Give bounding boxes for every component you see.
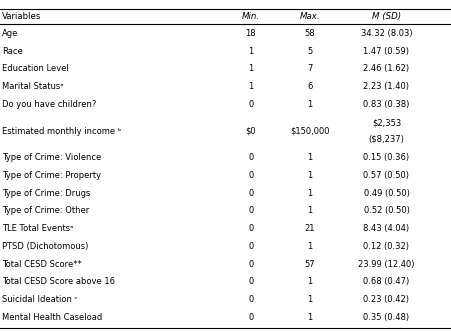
Text: 0: 0 [248, 207, 253, 215]
Text: 8.43 (4.04): 8.43 (4.04) [363, 224, 409, 233]
Text: 0: 0 [248, 313, 253, 322]
Text: 0: 0 [248, 100, 253, 109]
Text: 1: 1 [248, 82, 253, 91]
Text: 21: 21 [304, 224, 314, 233]
Text: Min.: Min. [241, 12, 259, 21]
Text: 34.32 (8.03): 34.32 (8.03) [360, 29, 411, 38]
Text: 2.23 (1.40): 2.23 (1.40) [363, 82, 409, 91]
Text: 0.68 (0.47): 0.68 (0.47) [363, 278, 409, 287]
Text: 0.12 (0.32): 0.12 (0.32) [363, 242, 409, 251]
Text: Total CESD Score above 16: Total CESD Score above 16 [2, 278, 115, 287]
Text: 0: 0 [248, 260, 253, 269]
Text: 0: 0 [248, 171, 253, 180]
Text: TLE Total Eventsᵃ: TLE Total Eventsᵃ [2, 224, 74, 233]
Text: $0: $0 [245, 126, 256, 135]
Text: 0: 0 [248, 153, 253, 162]
Text: 5: 5 [306, 47, 312, 56]
Text: ($8,237): ($8,237) [368, 134, 404, 143]
Text: Education Level: Education Level [2, 64, 69, 73]
Text: 0: 0 [248, 295, 253, 304]
Text: 0: 0 [248, 224, 253, 233]
Text: 0.15 (0.36): 0.15 (0.36) [363, 153, 409, 162]
Text: 1: 1 [306, 171, 312, 180]
Text: 58: 58 [304, 29, 314, 38]
Text: $2,353: $2,353 [371, 119, 400, 127]
Text: Type of Crime: Other: Type of Crime: Other [2, 207, 89, 215]
Text: 18: 18 [245, 29, 256, 38]
Text: Total CESD Score**: Total CESD Score** [2, 260, 82, 269]
Text: 0.23 (0.42): 0.23 (0.42) [363, 295, 409, 304]
Text: 23.99 (12.40): 23.99 (12.40) [357, 260, 414, 269]
Text: Mental Health Caseload: Mental Health Caseload [2, 313, 102, 322]
Text: 7: 7 [306, 64, 312, 73]
Text: Type of Crime: Violence: Type of Crime: Violence [2, 153, 101, 162]
Text: 0: 0 [248, 278, 253, 287]
Text: Age: Age [2, 29, 18, 38]
Text: 2.46 (1.62): 2.46 (1.62) [363, 64, 409, 73]
Text: 1: 1 [306, 278, 312, 287]
Text: Max.: Max. [299, 12, 319, 21]
Text: 1: 1 [306, 100, 312, 109]
Text: Race: Race [2, 47, 23, 56]
Text: $150,000: $150,000 [289, 126, 329, 135]
Text: 0.52 (0.50): 0.52 (0.50) [363, 207, 409, 215]
Text: 1: 1 [306, 153, 312, 162]
Text: Type of Crime: Property: Type of Crime: Property [2, 171, 101, 180]
Text: 1.47 (0.59): 1.47 (0.59) [363, 47, 409, 56]
Text: 1: 1 [306, 242, 312, 251]
Text: 57: 57 [304, 260, 314, 269]
Text: Type of Crime: Drugs: Type of Crime: Drugs [2, 189, 91, 198]
Text: M (SD): M (SD) [371, 12, 400, 21]
Text: 0.57 (0.50): 0.57 (0.50) [363, 171, 409, 180]
Text: 0.83 (0.38): 0.83 (0.38) [363, 100, 409, 109]
Text: 0.35 (0.48): 0.35 (0.48) [363, 313, 409, 322]
Text: 0.49 (0.50): 0.49 (0.50) [363, 189, 409, 198]
Text: 1: 1 [248, 64, 253, 73]
Text: Estimated monthly income ᵇ: Estimated monthly income ᵇ [2, 126, 121, 135]
Text: 1: 1 [306, 189, 312, 198]
Text: 6: 6 [306, 82, 312, 91]
Text: 0: 0 [248, 189, 253, 198]
Text: Suicidal Ideation ᶜ: Suicidal Ideation ᶜ [2, 295, 78, 304]
Text: PTSD (Dichotomous): PTSD (Dichotomous) [2, 242, 88, 251]
Text: 1: 1 [306, 207, 312, 215]
Text: 1: 1 [306, 313, 312, 322]
Text: 1: 1 [248, 47, 253, 56]
Text: Marital Statusᵃ: Marital Statusᵃ [2, 82, 64, 91]
Text: 0: 0 [248, 242, 253, 251]
Text: Do you have children?: Do you have children? [2, 100, 97, 109]
Text: Variables: Variables [2, 12, 41, 21]
Text: 1: 1 [306, 295, 312, 304]
